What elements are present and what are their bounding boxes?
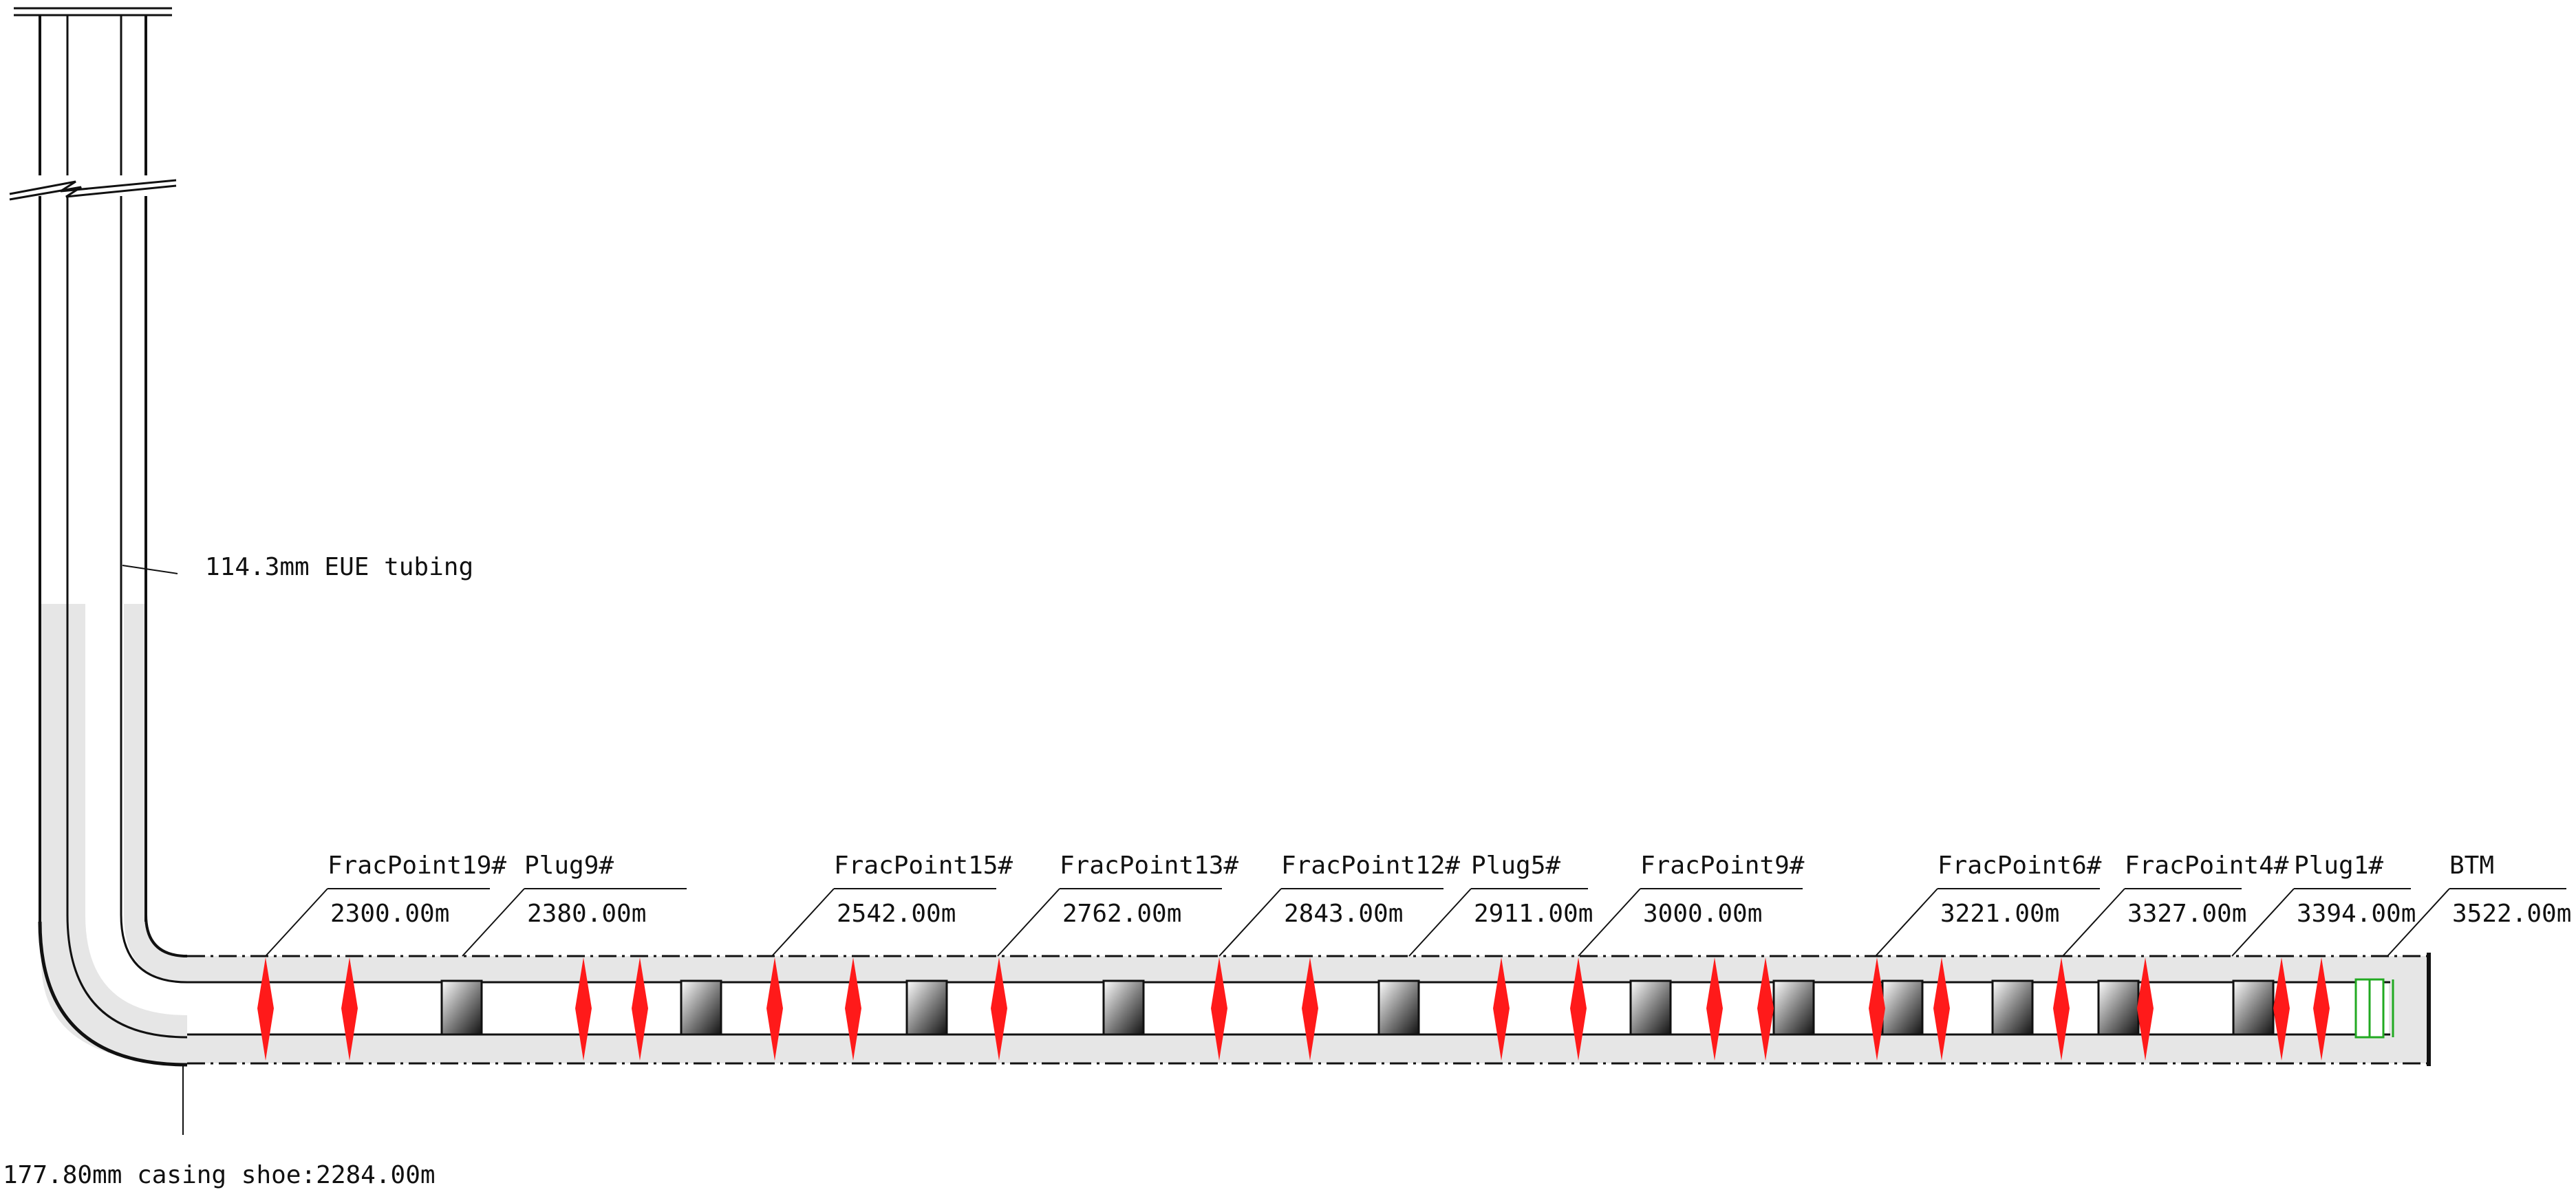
callout-name-4: FracPoint13# (1060, 852, 1238, 880)
callout-name-10: Plug1# (2294, 852, 2383, 880)
break-symbol (7, 175, 179, 201)
callout-depth-10: 3394.00m (2297, 900, 2416, 928)
callouts-group: FracPoint19# 2300.00m Plug9# 2380.00m FracPo… (265, 852, 2571, 957)
wellhead (14, 7, 172, 17)
vertical-bore-fill (85, 14, 124, 915)
callout-1: FracPoint19# 2300.00m (265, 852, 506, 957)
callout-leader-4 (997, 888, 1060, 957)
callout-8: FracPoint6# 3221.00m (1875, 852, 2102, 957)
plug-marker-6 (1629, 979, 1672, 1036)
callout-10: Plug1# 3394.00m (2231, 852, 2416, 957)
frac-point-marker-12 (1706, 957, 1723, 1061)
callout-depth-1: 2300.00m (330, 900, 449, 928)
callout-leader-11 (2387, 888, 2450, 957)
outer-casing-bend (38, 921, 188, 1067)
frac-point-marker-17 (2137, 957, 2154, 1061)
callout-depth-11: 3522.00m (2452, 900, 2571, 928)
frac-point-marker-19 (2313, 957, 2330, 1061)
plug-marker-5 (1377, 979, 1420, 1036)
callout-6: Plug5# 2911.00m (1408, 852, 1593, 957)
callout-leader-1 (265, 888, 328, 957)
callout-name-9: FracPoint4# (2125, 852, 2289, 880)
callout-depth-6: 2911.00m (1474, 900, 1593, 928)
bottom-tool (2354, 978, 2394, 1039)
frac-point-marker-15 (1933, 957, 1950, 1061)
callout-leader-7 (1578, 888, 1641, 957)
plug-marker-10 (2097, 979, 2140, 1036)
plug-marker-9 (1991, 979, 2034, 1036)
callout-name-3: FracPoint15# (834, 852, 1013, 880)
callout-2: Plug9# 2380.00m (462, 852, 687, 957)
plug-marker-2 (680, 979, 722, 1036)
callout-depth-4: 2762.00m (1062, 900, 1181, 928)
frac-point-marker-2 (341, 957, 358, 1061)
frac-point-marker-11 (1570, 957, 1587, 1061)
callout-name-8: FracPoint6# (1938, 852, 2102, 880)
inner-casing-bend (144, 914, 188, 957)
frac-point-marker-9 (1302, 957, 1318, 1061)
frac-point-marker-3 (575, 957, 592, 1061)
frac-point-marker-18 (2273, 957, 2290, 1061)
plug-marker-7 (1772, 979, 1815, 1036)
tubing-callout: 114.3mm EUE tubing (122, 553, 473, 581)
plugs-group (440, 979, 2275, 1036)
callout-leader-9 (2062, 888, 2125, 957)
callout-depth-3: 2542.00m (837, 900, 956, 928)
callout-leader-2 (462, 888, 525, 957)
callout-4: FracPoint13# 2762.00m (997, 852, 1238, 957)
frac-point-marker-7 (991, 957, 1007, 1061)
callout-depth-2: 2380.00m (527, 900, 646, 928)
callout-name-5: FracPoint12# (1281, 852, 1460, 880)
outer-tubing-bend (66, 914, 188, 1039)
plug-marker-8 (1881, 979, 1924, 1036)
plug-marker-11 (2232, 979, 2275, 1036)
callout-leader-6 (1408, 888, 1472, 957)
callout-leader-5 (1219, 888, 1282, 957)
callout-name-6: Plug5# (1471, 852, 1560, 880)
callout-9: FracPoint4# 3327.00m (2062, 852, 2289, 957)
frac-point-marker-5 (766, 957, 783, 1061)
callout-depth-9: 3327.00m (2127, 900, 2246, 928)
frac-point-marker-10 (1493, 957, 1510, 1061)
tubing-leader-line (122, 565, 178, 574)
plug-marker-4 (1102, 979, 1145, 1036)
callout-leader-10 (2231, 888, 2295, 957)
callout-name-7: FracPoint9# (1640, 852, 1805, 880)
frac-point-marker-8 (1211, 957, 1227, 1061)
callout-3: FracPoint15# 2542.00m (771, 852, 1013, 957)
callout-depth-8: 3221.00m (1940, 900, 2059, 928)
casing-callout: 177.80mm casing shoe:2284.00m (3, 1065, 436, 1189)
plug-marker-1 (440, 979, 483, 1036)
vertical-section (39, 15, 147, 922)
plug-marker-3 (905, 979, 948, 1036)
tubing-label: 114.3mm EUE tubing (205, 553, 473, 581)
callout-name-2: Plug9# (524, 852, 614, 880)
callout-depth-5: 2843.00m (1284, 900, 1403, 928)
callout-5: FracPoint12# 2843.00m (1219, 852, 1460, 957)
casing-label: 177.80mm casing shoe:2284.00m (3, 1161, 436, 1189)
frac-points-group (257, 957, 2330, 1061)
callout-leader-8 (1875, 888, 1938, 957)
inner-tubing-bend (120, 914, 188, 984)
callout-name-1: FracPoint19# (328, 852, 506, 880)
frac-point-marker-1 (257, 957, 274, 1061)
frac-point-marker-6 (845, 957, 861, 1061)
bend-curves (38, 914, 188, 1067)
frac-point-marker-14 (1869, 957, 1885, 1061)
callout-name-11: BTM (2449, 852, 2494, 880)
frac-point-marker-4 (632, 957, 648, 1061)
callout-11: BTM 3522.00m (2387, 852, 2571, 957)
frac-point-marker-16 (2053, 957, 2070, 1061)
callout-leader-3 (771, 888, 835, 957)
callout-depth-7: 3000.00m (1643, 900, 1762, 928)
frac-point-marker-13 (1757, 957, 1774, 1061)
callout-7: FracPoint9# 3000.00m (1578, 852, 1805, 957)
